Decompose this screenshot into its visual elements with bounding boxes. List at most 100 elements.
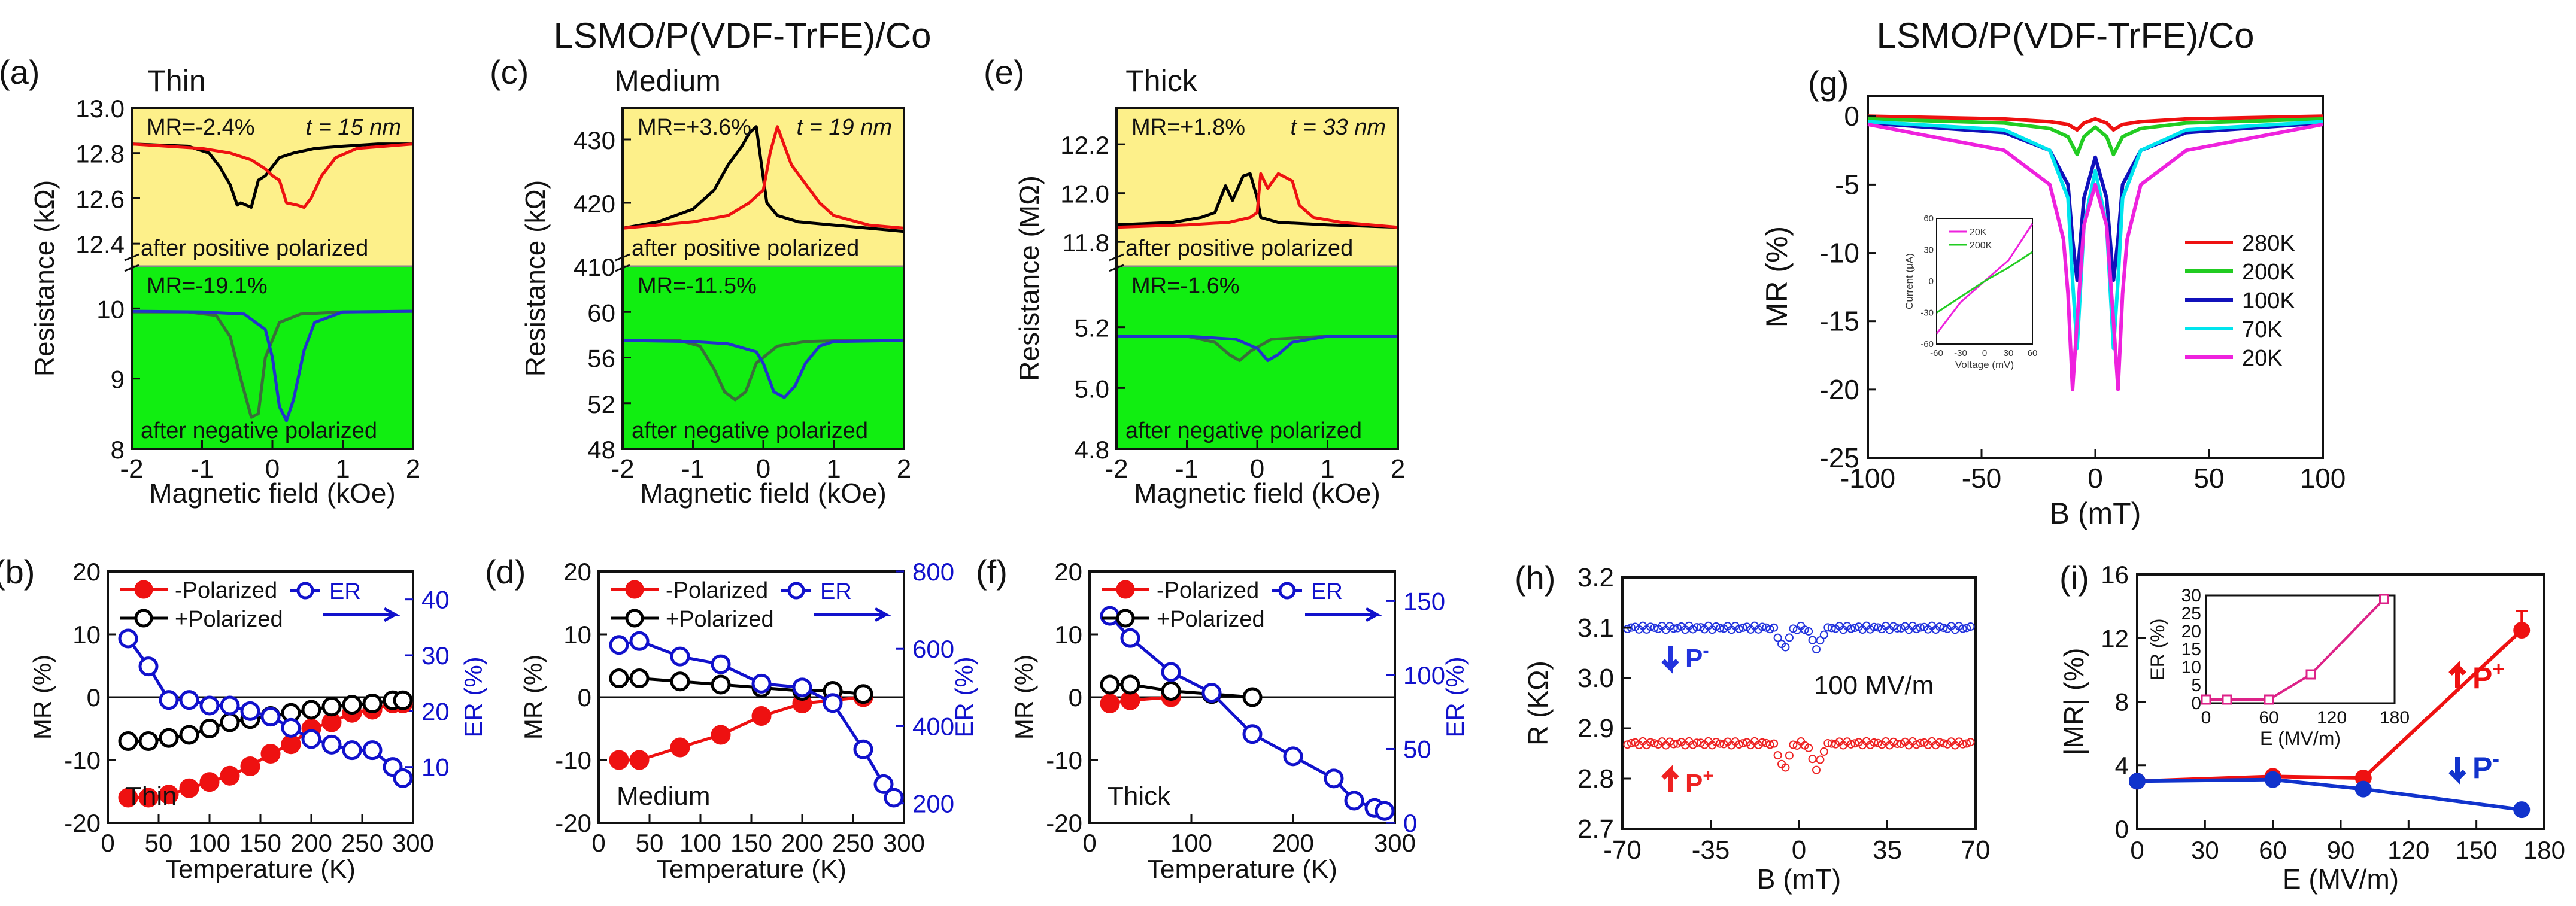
y-tick-label: 12.4 bbox=[75, 230, 125, 259]
data-point bbox=[1120, 628, 1140, 648]
y-tick-label: 20 bbox=[563, 558, 591, 586]
y-axis-label: MR (%) bbox=[1760, 226, 1794, 327]
data-point bbox=[1804, 743, 1813, 752]
data-point bbox=[1804, 627, 1813, 636]
data-point bbox=[1789, 740, 1798, 749]
inset-x-label: Voltage (mV) bbox=[1955, 359, 2014, 370]
polarization-caption: after positive polarized bbox=[632, 236, 859, 261]
data-point bbox=[1850, 624, 1859, 633]
inset-legend-label: 200K bbox=[1970, 241, 1992, 251]
x-tick-label: 300 bbox=[392, 829, 434, 857]
x-axis-label: Temperature (K) bbox=[165, 855, 356, 884]
inset-y-tick-label: 60 bbox=[1923, 214, 1934, 224]
data-point bbox=[118, 788, 138, 808]
p-minus-label-main: P bbox=[2472, 751, 2492, 785]
data-point bbox=[179, 690, 199, 710]
legend-label: 280K bbox=[2242, 231, 2295, 256]
y-tick-label: 8 bbox=[2115, 688, 2129, 716]
mr-annotation: MR=-19.1% bbox=[147, 273, 268, 299]
series-line-200K bbox=[1867, 117, 2323, 157]
legend-label: 20K bbox=[2242, 346, 2283, 371]
x-tick-label: 0 bbox=[591, 829, 605, 857]
er-arrow-icon bbox=[323, 607, 401, 622]
thickness-annotation: Medium bbox=[617, 782, 711, 811]
data-point bbox=[1715, 739, 1724, 748]
x-tick-label: 70 bbox=[1961, 835, 1991, 865]
data-point bbox=[1916, 738, 1925, 747]
x-axis-label: B (mT) bbox=[2050, 497, 2141, 530]
er-legend-label: ER bbox=[820, 579, 852, 604]
x-tick-label: -1 bbox=[681, 454, 705, 484]
y-tick-label: -10 bbox=[555, 746, 591, 774]
y-tick-label: -25 bbox=[1820, 442, 1859, 473]
data-point bbox=[629, 668, 650, 688]
data-point bbox=[159, 690, 179, 710]
data-curve-sweep-down bbox=[1116, 172, 1398, 229]
p-plus-label: P+ bbox=[1685, 765, 1713, 798]
y2-axis-label: ER (%) bbox=[459, 656, 487, 737]
polarization-caption: after negative polarized bbox=[1125, 418, 1362, 443]
x-tick-label: -2 bbox=[611, 454, 634, 484]
legend-label: +Polarized bbox=[175, 607, 283, 632]
data-point bbox=[1735, 740, 1744, 749]
y-tick-label: 430 bbox=[574, 126, 615, 154]
y2-tick-label: 40 bbox=[421, 586, 450, 614]
y2-tick-label: 800 bbox=[912, 558, 954, 586]
polarization-caption: after positive polarized bbox=[141, 236, 368, 261]
x-tick-label: 0 bbox=[1792, 835, 1806, 865]
inset-y-tick-label: -60 bbox=[1920, 339, 1934, 349]
p-minus-label-sup: - bbox=[1703, 640, 1709, 661]
lower-background bbox=[1116, 266, 1398, 449]
y-tick-label: 20 bbox=[72, 558, 101, 586]
er-legend-marker bbox=[296, 582, 314, 600]
data-point bbox=[853, 739, 873, 759]
inset-y-label: ER (%) bbox=[2147, 618, 2168, 680]
panel-label: (i) bbox=[2059, 559, 2089, 597]
x-tick-label: 1 bbox=[1320, 454, 1334, 484]
x-axis-label: Temperature (K) bbox=[656, 855, 846, 884]
x-tick-label: 100 bbox=[2300, 463, 2346, 494]
data-point bbox=[220, 712, 240, 732]
data-point bbox=[321, 734, 342, 755]
y-tick-label: 3.2 bbox=[1577, 563, 1614, 592]
data-point bbox=[1344, 791, 1364, 811]
y-tick-label: 8 bbox=[111, 436, 125, 464]
x-axis-label: Magnetic field (kOe) bbox=[149, 478, 396, 509]
arrow-down-icon bbox=[2448, 757, 2466, 785]
data-point bbox=[1827, 624, 1836, 633]
y-tick-label: -20 bbox=[1046, 809, 1082, 837]
polarization-caption: after positive polarized bbox=[1125, 236, 1353, 261]
inset-y-tick-label: 10 bbox=[2181, 658, 2201, 677]
mr-annotation: MR=+3.6% bbox=[638, 115, 751, 140]
data-point bbox=[1646, 622, 1655, 631]
y-tick-label: 9 bbox=[111, 366, 125, 394]
mr-annotation: MR=+1.8% bbox=[1131, 115, 1245, 140]
arrow-up-icon bbox=[2448, 661, 2466, 688]
data-point bbox=[138, 788, 159, 808]
data-point bbox=[301, 700, 321, 720]
data-point bbox=[1827, 739, 1836, 748]
y-tick-label: -20 bbox=[555, 809, 591, 837]
y-tick-label: 10 bbox=[72, 621, 101, 649]
panel-title: Thick bbox=[1125, 64, 1197, 98]
data-point bbox=[1650, 623, 1659, 632]
y-tick-label: 0 bbox=[2115, 815, 2129, 843]
x-tick-label: -100 bbox=[1840, 463, 1895, 494]
y2-tick-label: 20 bbox=[421, 697, 450, 725]
panel-label: (a) bbox=[0, 53, 40, 91]
data-point bbox=[670, 671, 690, 692]
data-point bbox=[670, 737, 690, 758]
data-point bbox=[1758, 622, 1767, 631]
data-point bbox=[1673, 739, 1682, 748]
y-tick-label: 13.0 bbox=[75, 95, 125, 123]
inset-data-point bbox=[2201, 694, 2211, 705]
data-point bbox=[1916, 623, 1925, 632]
y-tick-label: 56 bbox=[587, 345, 615, 373]
y-tick-label: 20 bbox=[1054, 558, 1082, 586]
data-point bbox=[1870, 622, 1879, 631]
data-point bbox=[1912, 625, 1921, 634]
panel-a: (a) Thin 12.4 12.6 12.8 13.0 MR=-2.4% t = 15 nm… bbox=[0, 53, 420, 509]
data-curve-sweep-up bbox=[622, 339, 905, 399]
data-point bbox=[159, 728, 179, 748]
